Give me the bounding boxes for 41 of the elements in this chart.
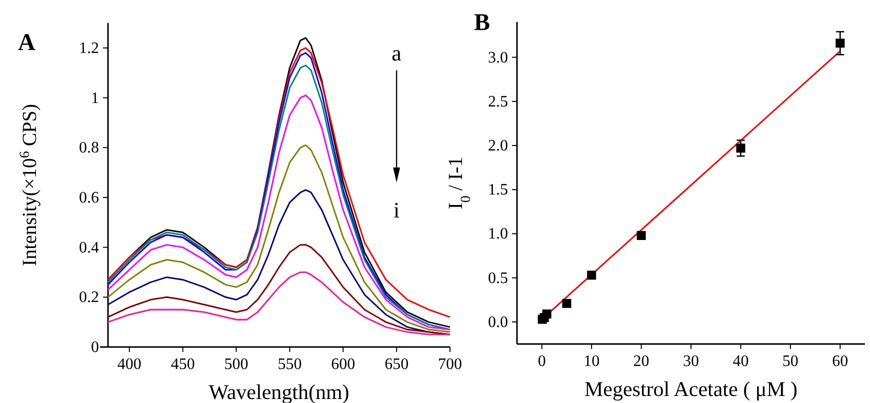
y-tick-label: 3.0 [488, 49, 508, 66]
y-tick-label: 1.2 [79, 40, 99, 57]
y-tick-label: 0.2 [79, 289, 99, 306]
y-tick-label: 0.6 [79, 189, 99, 206]
point [836, 38, 845, 48]
y-tick-label: 0 [91, 339, 99, 356]
chart-title: A [18, 30, 36, 56]
annotation: a [392, 40, 402, 66]
x-tick-label: 20 [633, 353, 650, 370]
point [542, 310, 552, 319]
x-tick-label: 650 [384, 356, 409, 373]
x-tick-label: 60 [832, 353, 848, 370]
y-tick-label: 2.5 [488, 93, 508, 110]
point [587, 270, 596, 280]
x-axis-title: Megestrol Acetate ( μM ) [584, 377, 798, 401]
x-tick-label: 450 [170, 356, 195, 373]
y-tick-label: 0.8 [79, 140, 99, 157]
y-tick-label: 0.0 [488, 314, 508, 331]
x-tick-label: 500 [224, 356, 248, 373]
point [562, 298, 572, 308]
x-tick-label: 600 [331, 356, 356, 373]
y-tick-label: 1.0 [488, 226, 508, 243]
y-tick-label: 0.4 [79, 239, 99, 256]
point [736, 144, 746, 153]
x-tick-label: 30 [683, 353, 699, 370]
x-tick-label: 10 [584, 353, 600, 370]
x-tick-label: 0 [538, 353, 546, 370]
y-tick-label: 1 [91, 90, 99, 107]
annotation: i [394, 197, 400, 222]
y-tick-label: 1.5 [488, 182, 508, 199]
chart-title: B [474, 10, 490, 36]
line-series [107, 244, 451, 336]
point [636, 230, 646, 240]
x-tick-label: 550 [278, 356, 302, 373]
x-tick-label: 700 [438, 356, 462, 373]
x-tick-label: 50 [782, 353, 798, 370]
line-series [107, 271, 451, 336]
y-tick-label: 2.0 [488, 138, 508, 155]
y-tick-label: 0.5 [488, 270, 508, 287]
x-tick-label: 400 [117, 356, 142, 373]
x-tick-label: 40 [732, 353, 749, 370]
